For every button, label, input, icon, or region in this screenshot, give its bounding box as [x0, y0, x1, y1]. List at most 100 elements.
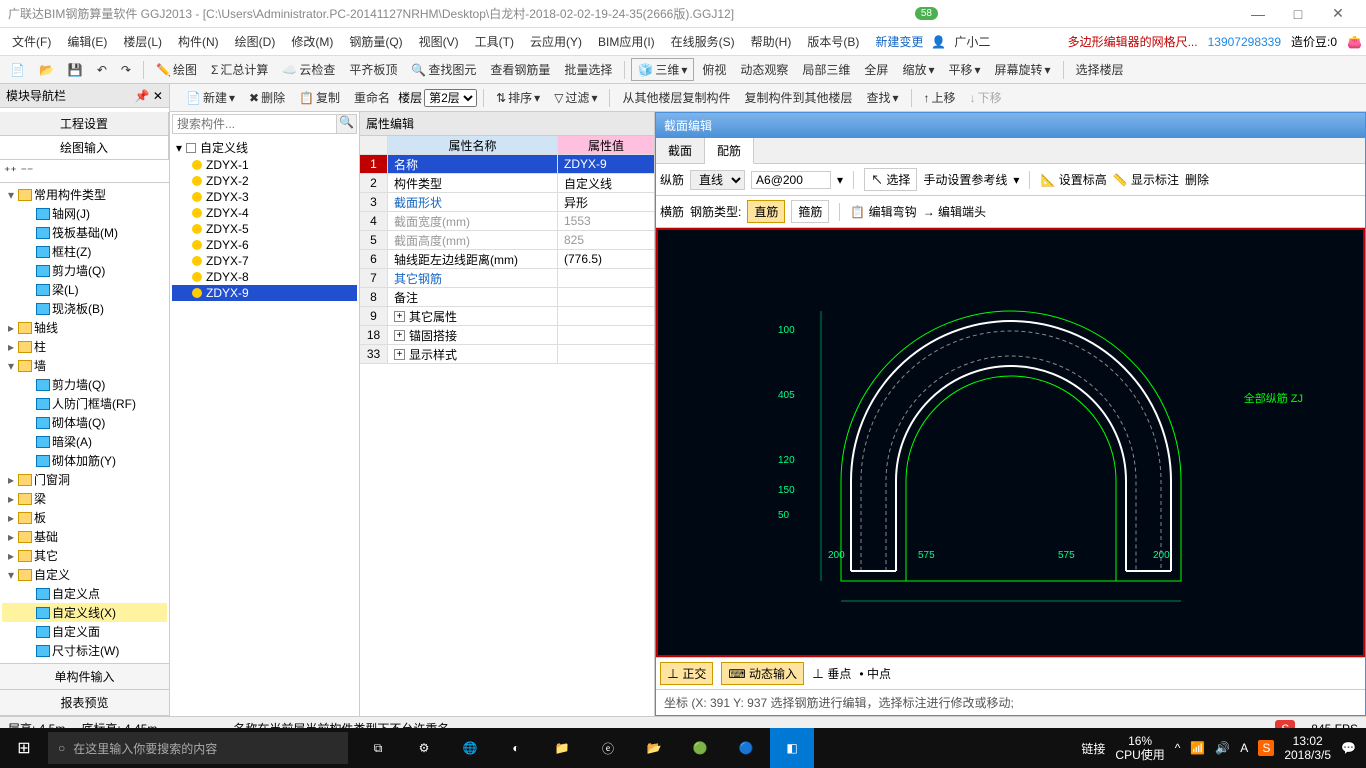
copy-from-button[interactable]: 从其他楼层复制构件	[616, 87, 736, 108]
tree-node[interactable]: 框柱(Z)	[2, 242, 167, 261]
list-item[interactable]: ZDYX-9	[172, 285, 357, 301]
tree-node[interactable]: ▸轴线	[2, 318, 167, 337]
cortana-search[interactable]: ○ 在这里输入你要搜索的内容	[48, 732, 348, 764]
find-button[interactable]: 🔍查找图元	[405, 59, 482, 80]
tree-node[interactable]: 剪力墙(Q)	[2, 261, 167, 280]
menu-item[interactable]: 帮助(H)	[743, 35, 800, 49]
new-change-button[interactable]: 新建变更	[867, 33, 931, 50]
tree-node[interactable]: ▾自定义	[2, 565, 167, 584]
menu-item[interactable]: BIM应用(I)	[590, 35, 663, 49]
property-grid[interactable]: 属性名称属性值1名称ZDYX-92构件类型自定义线3截面形状异形4截面宽度(mm…	[360, 136, 654, 716]
list-group[interactable]: ▾ 自定义线	[172, 138, 357, 157]
mid-snap-button[interactable]: • 中点	[859, 665, 891, 682]
explorer-icon[interactable]: 📂	[632, 728, 676, 768]
copy-button[interactable]: 📋复制	[293, 87, 346, 108]
list-item[interactable]: ZDYX-6	[172, 237, 357, 253]
tab-project-settings[interactable]: 工程设置	[0, 112, 169, 135]
edit-hook-button[interactable]: 📋 编辑弯钩	[850, 203, 916, 220]
set-mark-button[interactable]: 📐 设置标高	[1040, 171, 1106, 188]
list-item[interactable]: ZDYX-3	[172, 189, 357, 205]
menu-item[interactable]: 编辑(E)	[59, 35, 115, 49]
user-name[interactable]: 广小二	[946, 33, 998, 50]
dyn-input-button[interactable]: ⌨ 动态输入	[721, 662, 804, 685]
manual-ref-button[interactable]: 手动设置参考线	[923, 171, 1007, 188]
property-row[interactable]: 3截面形状异形	[360, 193, 654, 212]
list-item[interactable]: ZDYX-5	[172, 221, 357, 237]
delete-mark-button[interactable]: 删除	[1185, 171, 1209, 188]
maximize-button[interactable]: □	[1278, 6, 1318, 22]
tree-node[interactable]: 砌体墙(Q)	[2, 413, 167, 432]
sort-button[interactable]: ⇅排序 ▾	[490, 87, 546, 108]
property-row[interactable]: 9+其它属性	[360, 307, 654, 326]
list-item[interactable]: ZDYX-4	[172, 205, 357, 221]
menu-item[interactable]: 构件(N)	[170, 35, 227, 49]
rotate-button[interactable]: 屏幕旋转 ▾	[989, 59, 1057, 80]
tree-node[interactable]: 筏板基础(M)	[2, 223, 167, 242]
zoom-button[interactable]: 缩放 ▾	[896, 59, 940, 80]
task-view-icon[interactable]: ⧉	[356, 728, 400, 768]
redo-icon[interactable]: ↷	[115, 61, 137, 79]
dropdown-icon[interactable]: ▾	[837, 173, 843, 187]
app-icon-5[interactable]: 🔵	[724, 728, 768, 768]
ref-dropdown-icon[interactable]: ▾	[1013, 173, 1019, 187]
select-floor-button[interactable]: 选择楼层	[1070, 59, 1130, 80]
cpu-meter[interactable]: 16% CPU使用	[1115, 734, 1164, 763]
menu-item[interactable]: 绘图(D)	[227, 35, 284, 49]
expand-icon[interactable]: ⁺⁺	[4, 164, 17, 178]
property-row[interactable]: 18+锚固搭接	[360, 326, 654, 345]
search-input[interactable]	[173, 115, 336, 133]
tree-node[interactable]: ▾墙	[2, 356, 167, 375]
move-down-button[interactable]: ↓下移	[964, 87, 1008, 108]
app-icon-4[interactable]: 🟢	[678, 728, 722, 768]
tree-node[interactable]: ▸门窗洞	[2, 470, 167, 489]
list-item[interactable]: ZDYX-2	[172, 173, 357, 189]
tree-node[interactable]: ▸梁	[2, 489, 167, 508]
list-item[interactable]: ZDYX-8	[172, 269, 357, 285]
tree-node[interactable]: 轴网(J)	[2, 204, 167, 223]
sogou-icon[interactable]: S	[1258, 740, 1274, 756]
tree-node[interactable]: 梁(L)	[2, 280, 167, 299]
section-canvas[interactable]: 100 405 120 150 50 200 575 575 200 全部纵筋 …	[656, 228, 1365, 657]
menu-item[interactable]: 工具(T)	[467, 35, 522, 49]
menu-item[interactable]: 楼层(L)	[115, 35, 170, 49]
straight-rebar-button[interactable]: 直筋	[747, 200, 785, 223]
tree-node[interactable]: 自定义线(X)	[2, 603, 167, 622]
menu-item[interactable]: 云应用(Y)	[522, 35, 590, 49]
3d-button[interactable]: 🧊三维 ▾	[631, 58, 694, 81]
property-row[interactable]: 6轴线距左边线距离(mm)(776.5)	[360, 250, 654, 269]
top-view-button[interactable]: 俯视	[696, 59, 732, 80]
volume-icon[interactable]: 🔊	[1215, 741, 1230, 755]
property-row[interactable]: 4截面宽度(mm)1553	[360, 212, 654, 231]
draw-button[interactable]: ✏️绘图	[150, 59, 203, 80]
undo-icon[interactable]: ↶	[91, 61, 113, 79]
phone-number[interactable]: 13907298339	[1208, 35, 1281, 49]
fullscreen-button[interactable]: 全屏	[858, 59, 894, 80]
tree-node[interactable]: ▾常用构件类型	[2, 185, 167, 204]
list-item[interactable]: ZDYX-1	[172, 157, 357, 173]
tray-up-icon[interactable]: ^	[1175, 741, 1181, 755]
ie-icon[interactable]: ⓔ	[586, 728, 630, 768]
tree-node[interactable]: 自定义面	[2, 622, 167, 641]
component-tree[interactable]: ▾常用构件类型轴网(J)筏板基础(M)框柱(Z)剪力墙(Q)梁(L)现浇板(B)…	[0, 183, 169, 663]
search-icon[interactable]: 🔍	[336, 115, 356, 133]
property-row[interactable]: 33+显示样式	[360, 345, 654, 364]
search-button[interactable]: 查找 ▾	[861, 87, 905, 108]
tree-node[interactable]: 尺寸标注(W)	[2, 641, 167, 660]
collapse-icon[interactable]: ⁻⁻	[21, 164, 34, 178]
tree-node[interactable]: 剪力墙(Q)	[2, 375, 167, 394]
batch-button[interactable]: 批量选择	[558, 59, 618, 80]
delete-button[interactable]: ✖删除	[243, 87, 291, 108]
vert-snap-button[interactable]: ⊥ 垂点	[812, 665, 851, 682]
show-mark-button[interactable]: 📏 显示标注	[1113, 171, 1179, 188]
start-button[interactable]: ⊞	[0, 738, 48, 758]
menu-item[interactable]: 版本号(B)	[799, 35, 867, 49]
list-item[interactable]: ZDYX-7	[172, 253, 357, 269]
tab-single-input[interactable]: 单构件输入	[0, 664, 169, 690]
dynamic-view-button[interactable]: 动态观察	[734, 59, 794, 80]
ortho-button[interactable]: ⊥ 正交	[660, 662, 713, 685]
rebar-spec-input[interactable]	[751, 171, 831, 189]
rename-button[interactable]: 重命名	[348, 87, 396, 108]
floor-select[interactable]: 第2层	[424, 89, 477, 107]
tree-node[interactable]: ▸基础	[2, 527, 167, 546]
tab-section[interactable]: 截面	[656, 138, 705, 163]
